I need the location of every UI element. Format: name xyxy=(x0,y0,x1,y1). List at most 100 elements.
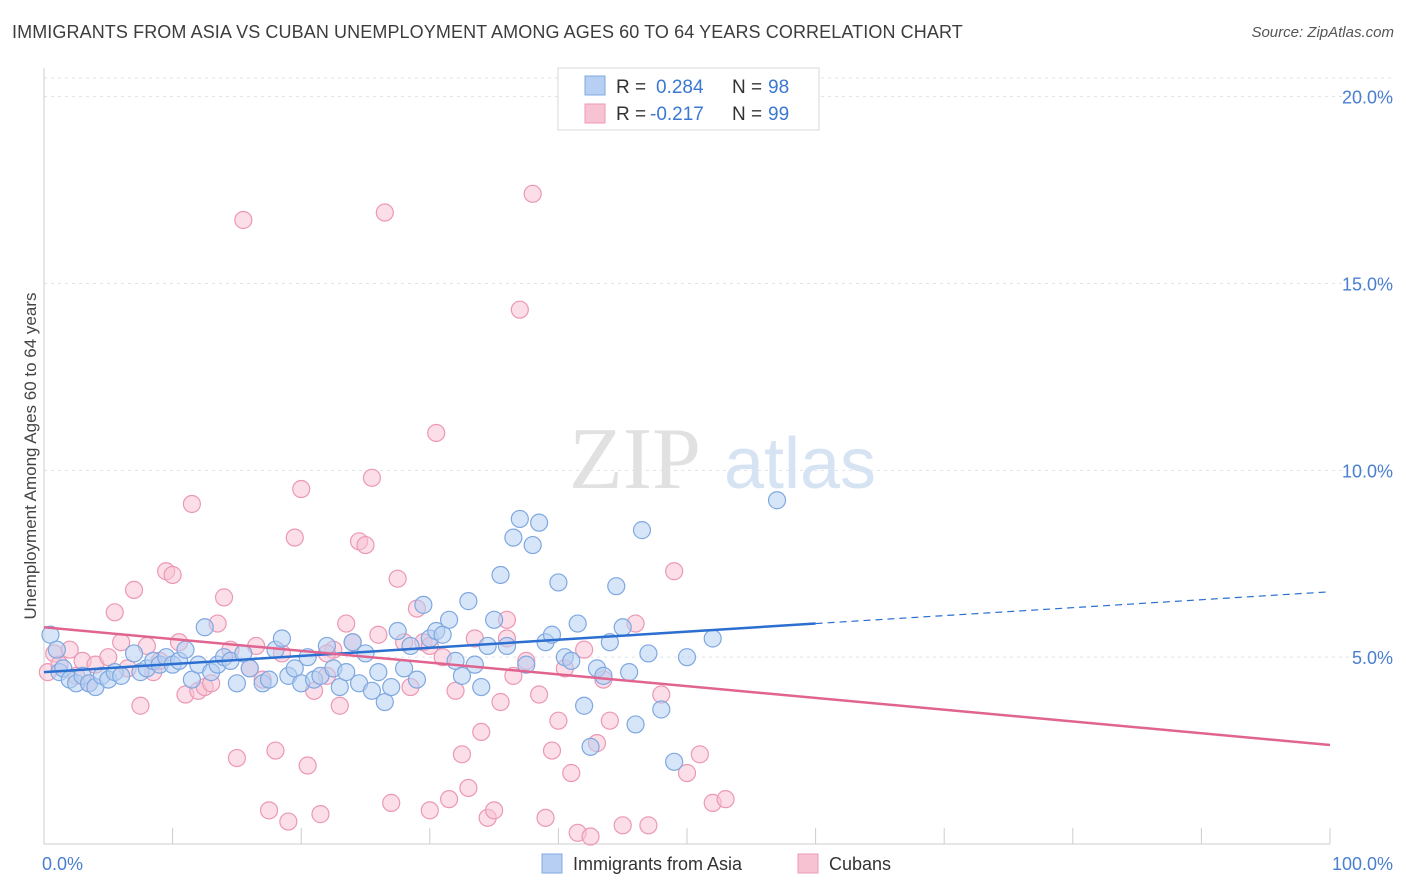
cubans-point-52 xyxy=(382,793,401,812)
cubans-point-89 xyxy=(639,816,658,835)
cubans-point-36 xyxy=(279,812,298,831)
asia-point-24 xyxy=(195,618,214,637)
legend-r-label-asia: R = xyxy=(616,77,646,98)
cubans-point-77 xyxy=(542,741,562,760)
trend-lines xyxy=(43,591,1331,747)
legend-n-value-asia: 98 xyxy=(768,77,789,98)
asia-point-65 xyxy=(465,655,484,674)
cubans-point-63 xyxy=(452,745,472,764)
asia-point-67 xyxy=(478,636,497,656)
asia-point-74 xyxy=(523,535,542,555)
legend-n-label-cubans: N = xyxy=(732,104,762,125)
legend-n-value-cubans: 99 xyxy=(768,104,789,125)
asia-point-60 xyxy=(433,625,452,644)
cubans-point-39 xyxy=(298,756,317,775)
cubans-point-21 xyxy=(182,494,201,514)
asia-point-49 xyxy=(362,681,382,700)
x-tick-label-0: 0.0% xyxy=(42,854,83,874)
asia-point-69 xyxy=(491,565,510,585)
cubans-point-51 xyxy=(375,203,394,222)
asia-point-1 xyxy=(47,640,66,659)
cubans-point-59 xyxy=(427,423,446,443)
cubans-point-83 xyxy=(581,827,600,846)
asia-point-56 xyxy=(407,670,427,689)
asia-point-33 xyxy=(259,670,279,689)
y-tick-label-3: 20.0% xyxy=(1342,88,1393,108)
asia-point-70 xyxy=(497,636,517,656)
tick-labels: 5.0% 10.0% 15.0% 20.0% 0.0% 100.0% xyxy=(42,88,1393,874)
cubans-point-92 xyxy=(677,763,697,783)
y-tick-label-0: 5.0% xyxy=(1352,648,1393,668)
cubans-point-66 xyxy=(472,722,491,742)
asia-point-21 xyxy=(176,640,195,659)
asia-point-31 xyxy=(240,659,259,678)
asia-point-12 xyxy=(112,666,131,685)
asia-point-44 xyxy=(330,677,349,697)
cubans-point-44 xyxy=(330,696,349,715)
chart-title: IMMIGRANTS FROM ASIA VS CUBAN UNEMPLOYME… xyxy=(12,22,963,42)
cubans-point-86 xyxy=(600,711,619,730)
cubans-point-93 xyxy=(690,745,709,764)
legend-r-value-asia: 0.284 xyxy=(656,77,704,98)
asia-point-45 xyxy=(337,663,356,682)
legend-r-value-cubans: -0.217 xyxy=(650,104,704,125)
asia-point-37 xyxy=(285,659,304,678)
bottom-legend-swatch-asia xyxy=(541,853,563,874)
asia-point-95 xyxy=(677,648,697,667)
gridlines xyxy=(44,77,1392,658)
asia-point-57 xyxy=(414,595,433,614)
asia-point-83 xyxy=(581,737,600,756)
asia-point-90 xyxy=(626,715,645,734)
cubans-point-95 xyxy=(716,790,735,809)
asia-point-29 xyxy=(227,674,246,693)
cubans-point-48 xyxy=(356,535,375,555)
legend-swatch-asia xyxy=(584,75,606,96)
cubans-point-13 xyxy=(131,696,150,715)
cubans-point-74 xyxy=(523,184,542,203)
cubans-point-82 xyxy=(575,640,594,659)
legend-r-label-cubans: R = xyxy=(616,104,646,125)
y-axis-label: Unemployment Among Ages 60 to 64 years xyxy=(21,293,40,620)
cubans-point-8 xyxy=(99,648,118,667)
asia-point-93 xyxy=(652,700,671,719)
cubans-point-12 xyxy=(124,580,144,600)
asia-point-71 xyxy=(504,528,523,547)
asia-point-64 xyxy=(459,592,478,611)
asia-trend-line-extension xyxy=(815,591,1331,625)
asia-point-13 xyxy=(124,644,144,663)
asia-point-85 xyxy=(594,666,613,685)
asia-point-50 xyxy=(369,663,388,682)
top-legend: R = 0.284 N = 98 R = -0.217 N = 99 xyxy=(557,67,820,131)
cubans-point-50 xyxy=(369,625,388,644)
cubans-point-80 xyxy=(562,763,581,783)
cubans-points xyxy=(38,184,735,846)
watermark-zip: ZIP xyxy=(569,411,701,508)
cubans-point-76 xyxy=(536,808,555,827)
asia-points xyxy=(41,491,787,771)
asia-point-52 xyxy=(382,677,401,697)
cubans-point-91 xyxy=(665,562,684,581)
asia-point-96 xyxy=(703,629,722,648)
asia-point-51 xyxy=(375,692,394,712)
cubans-point-38 xyxy=(292,479,311,499)
cubans-point-18 xyxy=(163,565,182,585)
y-tick-label-2: 15.0% xyxy=(1342,275,1393,295)
cubans-point-69 xyxy=(491,692,510,712)
cubans-point-53 xyxy=(388,569,407,588)
asia-point-87 xyxy=(607,577,626,596)
cubans-point-33 xyxy=(259,801,279,820)
cubans-point-34 xyxy=(266,741,285,760)
axes xyxy=(43,68,1331,845)
asia-point-0 xyxy=(41,625,60,644)
asia-point-81 xyxy=(568,614,587,633)
source-label: Source: ZipAtlas.com xyxy=(1251,24,1394,41)
bottom-legend-label-cubans: Cubans xyxy=(829,854,891,874)
asia-point-61 xyxy=(439,610,459,629)
bottom-legend-swatch-cubans xyxy=(797,853,819,874)
asia-point-72 xyxy=(510,509,529,529)
asia-point-88 xyxy=(613,618,632,637)
bottom-legend: Immigrants from Asia Cubans xyxy=(541,853,891,874)
asia-trend-line xyxy=(43,622,816,674)
cubans-point-41 xyxy=(311,805,330,824)
